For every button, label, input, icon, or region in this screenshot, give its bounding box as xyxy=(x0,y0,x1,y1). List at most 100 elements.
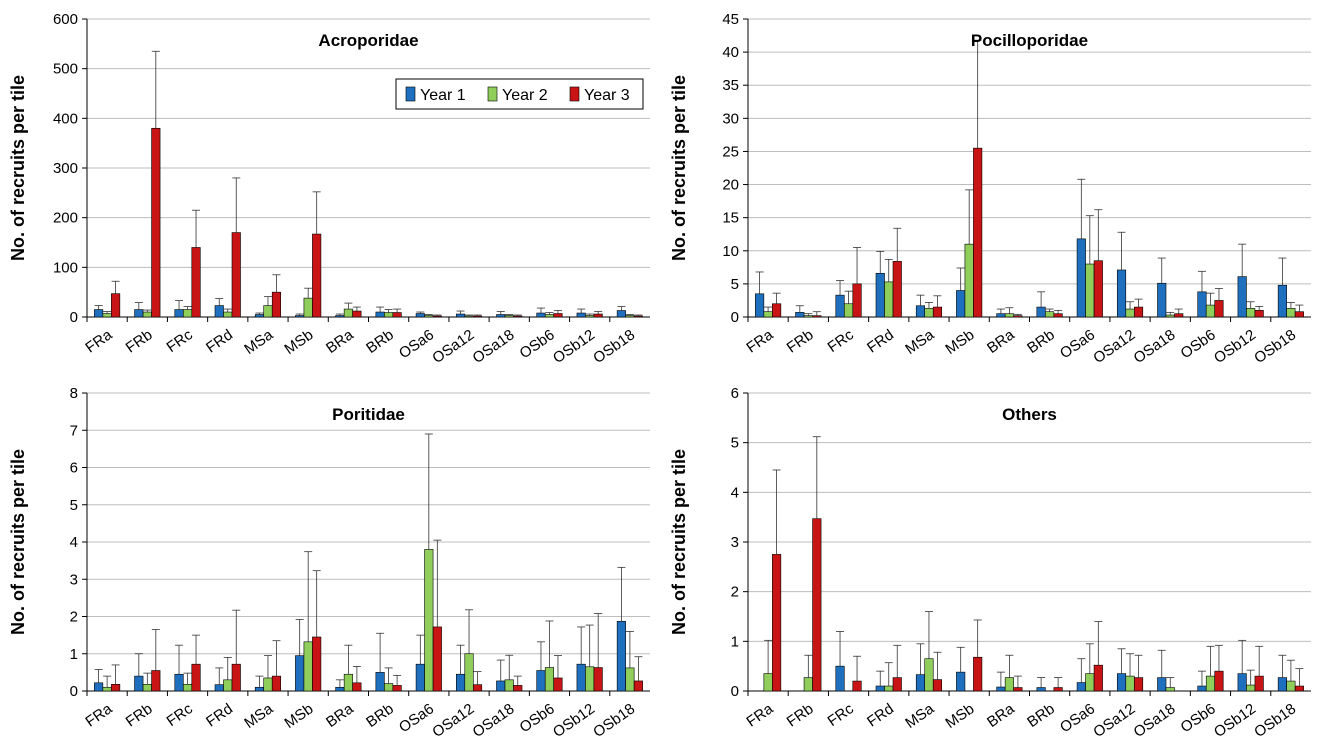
category-label: OSa18 xyxy=(470,700,518,741)
bar xyxy=(111,293,121,318)
category-label: OSa12 xyxy=(1090,326,1138,367)
bar xyxy=(996,686,1006,692)
bar xyxy=(956,671,966,692)
bar xyxy=(616,621,626,692)
bar xyxy=(593,313,603,318)
chart-acroporidae-svg: 0 100 200 300 400 500 600 FRa FRb FRc FRd MSa MSb BRa… xyxy=(8,11,650,367)
bar xyxy=(1294,311,1304,318)
category-label: FRc xyxy=(164,326,197,356)
bar xyxy=(1133,677,1144,692)
category-label: FRd xyxy=(864,326,897,356)
bar xyxy=(772,554,782,692)
y-axis-label: No. of recruits per tile xyxy=(669,449,689,635)
bar xyxy=(384,312,394,318)
bar xyxy=(223,311,233,318)
bar xyxy=(875,272,885,318)
bar xyxy=(763,673,773,692)
bar xyxy=(1237,673,1247,692)
bar xyxy=(915,674,926,692)
bar xyxy=(134,675,144,692)
y-tick-label: 3 xyxy=(731,534,739,551)
bar xyxy=(191,663,201,692)
category-label: OSa18 xyxy=(1131,326,1179,367)
category-label: MSa xyxy=(241,700,277,732)
bar xyxy=(472,315,483,318)
bar xyxy=(231,232,241,318)
bar xyxy=(924,308,934,318)
category-label: OSa18 xyxy=(1131,700,1179,741)
bar xyxy=(271,291,282,318)
bar xyxy=(1053,687,1063,692)
y-tick-label: 1 xyxy=(70,646,78,663)
bar xyxy=(795,312,805,318)
bar xyxy=(1197,291,1207,318)
bar xyxy=(544,314,555,318)
bar xyxy=(102,313,112,318)
bar xyxy=(1254,675,1264,692)
y-axis-label: No. of recruits per tile xyxy=(8,449,28,635)
y-tick-label: 5 xyxy=(70,497,78,514)
bar xyxy=(1165,687,1175,692)
bar xyxy=(343,308,353,318)
chart-pocilloporidae-svg: 0 5 10 15 20 25 30 35 40 45 FRa FRb FRc FRd MSa MSb BRa B… xyxy=(669,11,1311,367)
bar xyxy=(1294,685,1304,692)
category-label: BRb xyxy=(1024,700,1058,731)
y-tick-label: 4 xyxy=(731,484,739,501)
bar xyxy=(803,677,813,692)
bar xyxy=(271,675,282,692)
bar xyxy=(375,672,385,692)
bar xyxy=(496,680,506,692)
category-label: MSb xyxy=(281,700,316,732)
y-axis-label: No. of recruits per tile xyxy=(669,75,689,261)
bar xyxy=(263,305,273,318)
bar xyxy=(553,313,563,318)
y-tick-label: 1 xyxy=(731,633,739,650)
y-axis-label: No. of recruits per tile xyxy=(8,75,28,261)
bar xyxy=(843,303,854,318)
bar xyxy=(335,686,345,692)
category-label: OSb18 xyxy=(1251,326,1299,367)
category-label: FRc xyxy=(825,326,858,356)
bar xyxy=(513,315,523,318)
y-tick-label: 2 xyxy=(731,584,739,601)
category-label: FRa xyxy=(743,326,777,357)
category-label: MSa xyxy=(902,700,938,732)
bar xyxy=(464,653,474,692)
category-label: FRb xyxy=(123,700,156,730)
bar xyxy=(352,310,362,318)
bar xyxy=(214,684,224,692)
category-label: OSa12 xyxy=(429,326,477,367)
bar xyxy=(812,518,822,692)
bar xyxy=(763,311,773,318)
bar xyxy=(1157,677,1167,692)
bar xyxy=(254,314,265,318)
chart-pocilloporidae: 0 5 10 15 20 25 30 35 40 45 FRa FRb FRc FRd MSa MSb BRa B… xyxy=(661,0,1322,374)
y-tick-label: 5 xyxy=(731,435,739,452)
bar xyxy=(593,667,603,692)
bar xyxy=(1116,673,1127,692)
bar xyxy=(932,679,943,692)
bar xyxy=(964,243,974,318)
bar xyxy=(504,315,514,318)
bar xyxy=(415,313,425,318)
bar xyxy=(303,641,313,692)
y-tick-label: 6 xyxy=(731,385,739,402)
y-tick-label: 20 xyxy=(722,177,739,194)
bar xyxy=(182,683,193,692)
bar xyxy=(875,685,885,692)
chart-acroporidae: 0 100 200 300 400 500 600 FRa FRb FRc FRd MSa MSb BRa… xyxy=(0,0,661,374)
bar xyxy=(151,670,161,692)
bar xyxy=(835,294,845,318)
y-tick-label: 600 xyxy=(53,11,78,28)
y-tick-label: 25 xyxy=(722,143,739,160)
y-tick-label: 3 xyxy=(70,571,78,588)
bar xyxy=(513,685,523,692)
bar xyxy=(1214,300,1224,318)
y-tick-label: 45 xyxy=(722,11,739,28)
y-tick-label: 35 xyxy=(722,77,739,94)
bar xyxy=(174,309,184,318)
category-label: FRb xyxy=(784,326,817,356)
category-label: FRd xyxy=(864,700,897,730)
y-tick-label: 6 xyxy=(70,460,78,477)
